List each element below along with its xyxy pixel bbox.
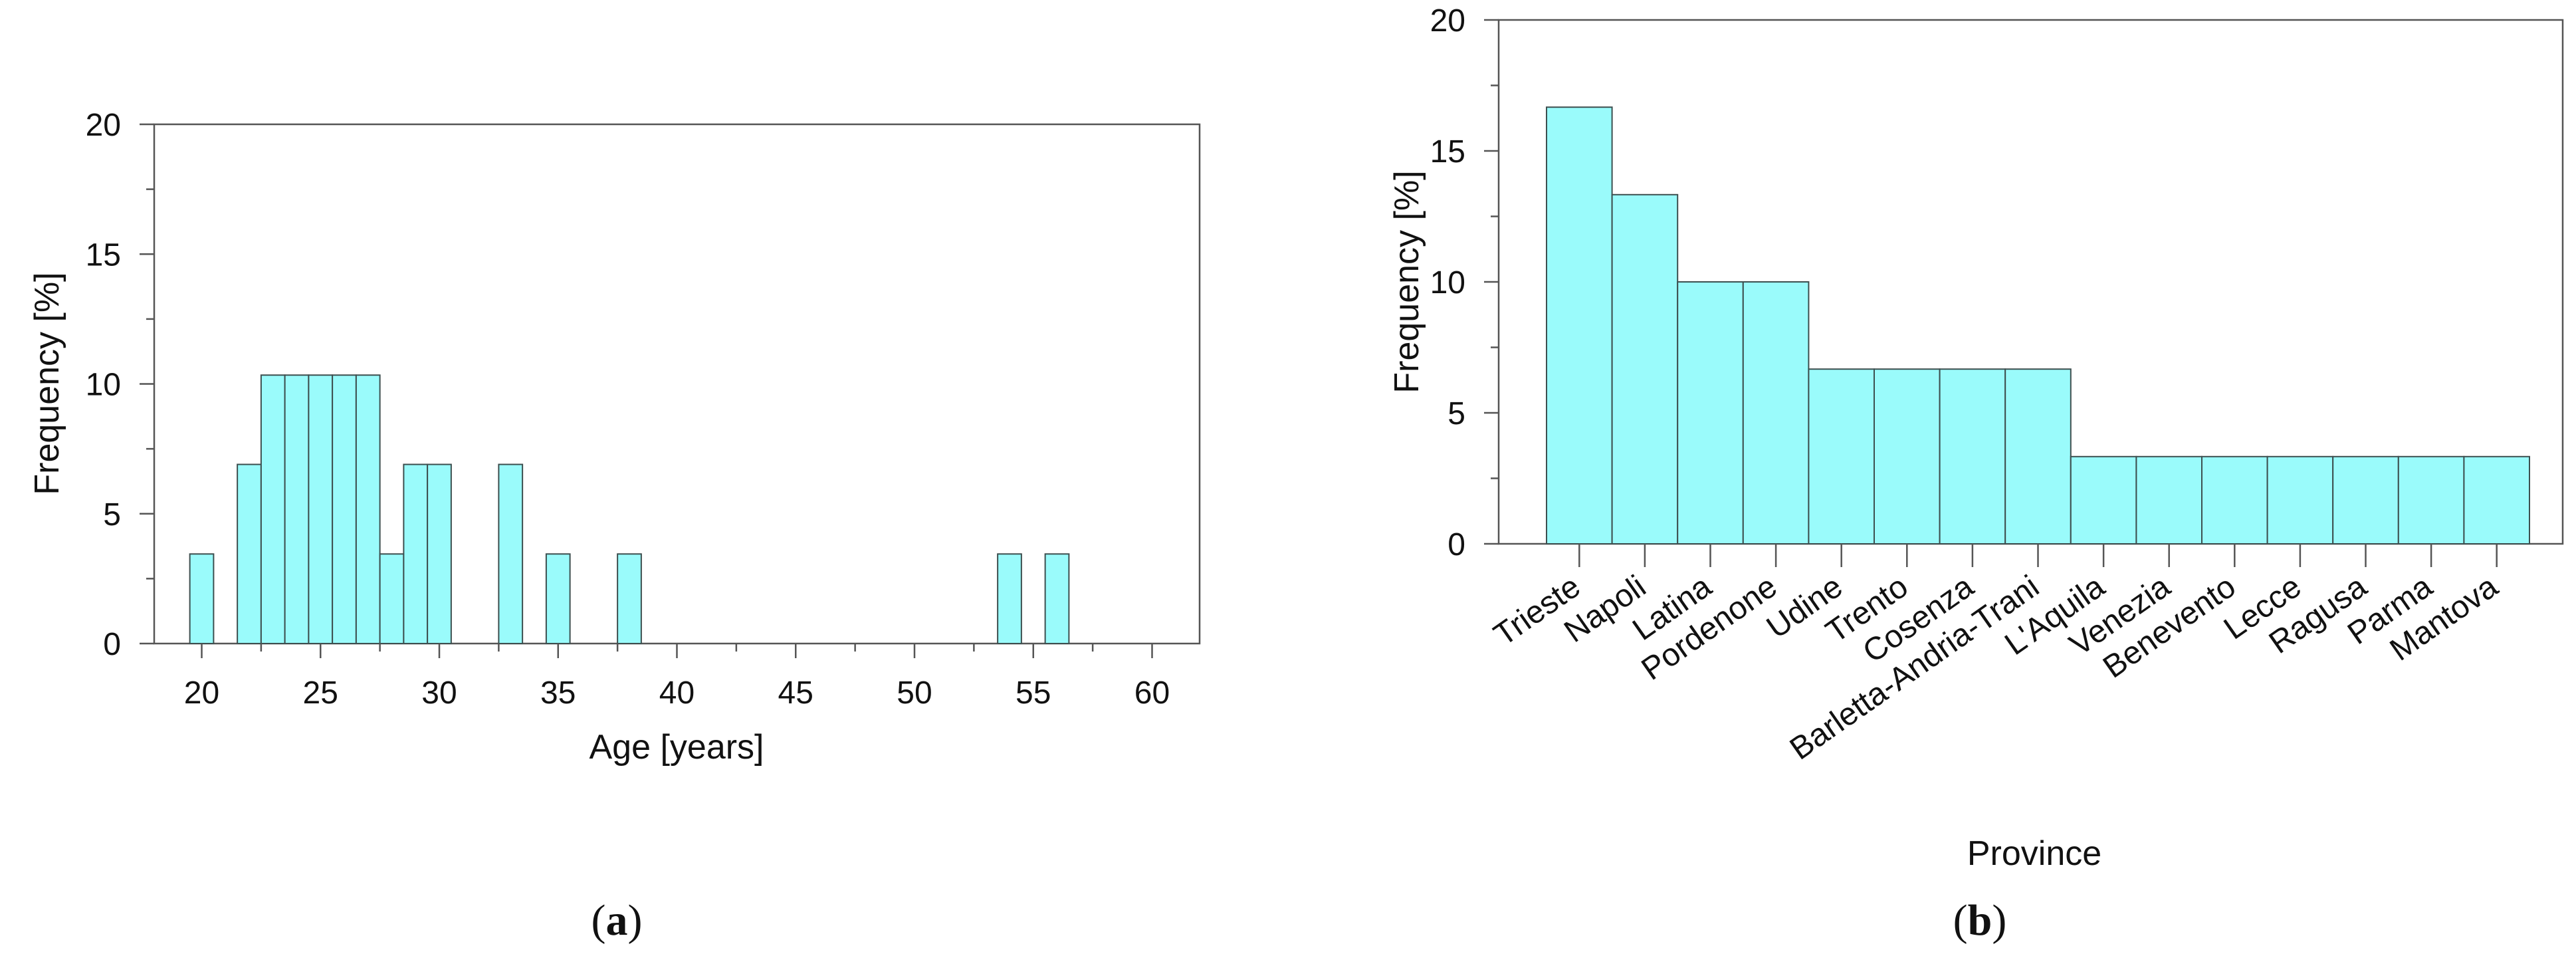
province-bar [1546,106,1613,544]
y-axis-title: Frequency [%] [28,272,66,495]
y-tick-label: 20 [1430,3,1465,39]
histogram-bar [308,374,334,645]
province-bar [1742,281,1810,544]
histogram-bar [617,553,642,645]
histogram-bar [355,374,381,645]
caption-letter: a [606,896,628,945]
province-bar [2332,455,2399,544]
x-tick-label: 20 [184,675,219,711]
province-bar [2070,455,2137,544]
histogram-bar [332,374,357,645]
histogram-bar [189,553,215,645]
caption-close-paren: ) [1992,896,2006,945]
histogram-bar [427,463,452,644]
province-bar [1808,368,1875,545]
x-axis-ticks: TriesteNapoliLatinaPordenoneUdineTrentoC… [1487,544,2504,767]
y-axis-title: Frequency [%] [1388,170,1426,393]
y-tick-label: 10 [86,368,121,403]
histogram-bar [284,374,310,645]
histogram-bar [379,553,405,645]
x-tick-label: 50 [897,675,932,711]
y-tick-label: 15 [86,237,121,273]
x-tick-label: 40 [659,675,695,711]
province-bar-chart: 0 5 10 15 20 TriesteNapoliLatinaPordenoneUdi… [1388,3,2564,945]
histogram-bar [403,463,429,644]
province-bar [1874,368,1941,545]
caption-close-paren: ) [628,896,643,945]
y-axis-ticks: 0 5 10 15 20 [1430,3,1499,562]
caption-open-paren: ( [591,896,606,945]
x-tick-label: 45 [778,675,813,711]
y-tick-label: 0 [1448,527,1465,562]
bars [1546,106,2530,545]
y-tick-label: 20 [86,108,121,143]
histogram-bar [237,463,262,644]
histogram-bar [260,374,286,645]
x-tick-label: 60 [1134,675,1170,711]
caption-open-paren: ( [1953,896,1968,945]
province-bar [1939,368,2006,545]
x-axis-ticks: 20 25 30 35 40 45 50 55 60 [184,644,1170,711]
x-tick-label: 55 [1016,675,1051,711]
histogram-bar [545,553,571,645]
histogram-bar [498,463,524,644]
caption-a: (a) [591,896,643,945]
province-bar [2135,455,2202,544]
caption-b: (b) [1953,896,2007,945]
province-bar [2463,455,2530,544]
province-bar [2397,455,2465,544]
x-tick-label: 35 [540,675,576,711]
x-axis-title: Province [1967,834,2101,873]
y-tick-label: 0 [103,627,121,662]
y-tick-label: 5 [1448,396,1465,431]
y-tick-label: 5 [103,497,121,533]
province-bar [2004,368,2072,545]
y-tick-label: 15 [1430,134,1465,170]
province-bar [2201,455,2268,544]
x-tick-label: 25 [303,675,338,711]
y-axis-ticks: 0 5 10 15 20 [86,108,154,662]
province-bar [2266,455,2334,544]
province-bar [1611,193,1679,545]
x-tick-label: 30 [421,675,457,711]
y-tick-label: 10 [1430,265,1465,300]
bars [189,374,1070,645]
histogram-bar [997,553,1022,645]
histogram-bar [1044,553,1070,645]
caption-letter: b [1968,896,1992,945]
province-bar [1677,281,1744,544]
x-axis-title: Age [years] [589,728,764,767]
